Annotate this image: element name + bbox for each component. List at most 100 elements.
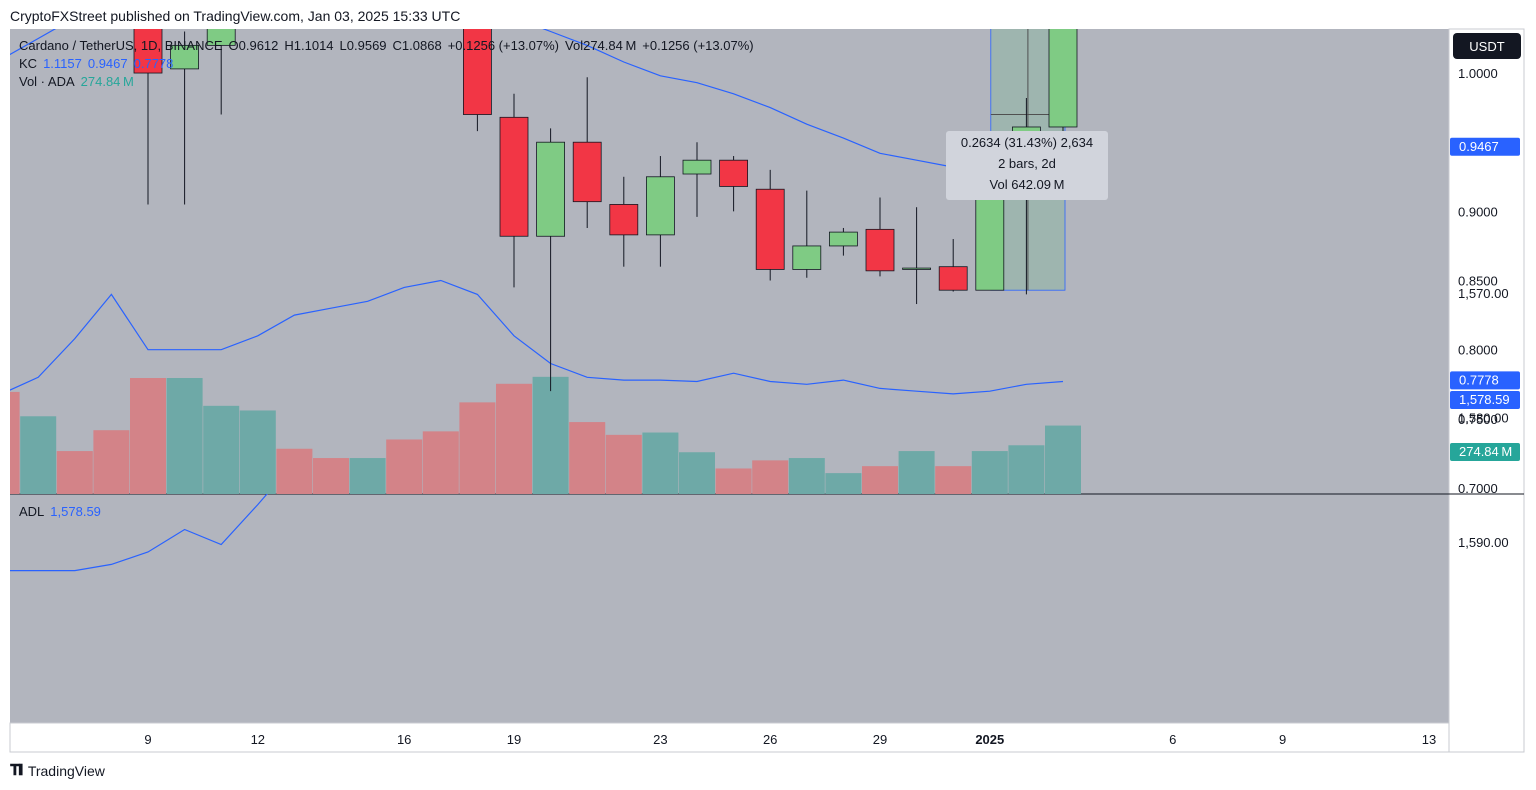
candle-down <box>755 188 785 270</box>
volume-badge-bg <box>1450 443 1520 461</box>
time-axis[interactable] <box>9 722 1450 753</box>
candle-up <box>206 29 236 46</box>
time-tick-label: 29 <box>873 732 887 747</box>
measure-tooltip: 0.2634 (31.43%) 2,634 2 bars, 2d Vol 642… <box>946 131 1108 200</box>
time-tick-label: 6 <box>1169 732 1176 747</box>
candle-up <box>536 141 565 237</box>
volume-bar <box>20 416 57 494</box>
candle-down <box>462 29 492 115</box>
tradingview-footer[interactable]: 𝐓❙ TradingView <box>10 762 105 779</box>
volume-bar <box>276 448 313 494</box>
volume-label: Vol · ADA <box>19 74 75 89</box>
volume-bar <box>496 383 532 494</box>
change-value: +0.1256 (+13.07%) <box>447 38 560 53</box>
volume-legend-value: 274.84 M <box>80 74 134 89</box>
candle-down <box>572 141 602 203</box>
currency-button[interactable]: USDT <box>1453 33 1521 59</box>
measure-bars: 2 bars, 2d <box>998 156 1056 171</box>
volume-bar <box>10 391 20 494</box>
price-tick-label: 0.7000 <box>1458 481 1498 496</box>
volume-bar <box>605 434 642 494</box>
volume-change-value: +0.1256 (+13.07%) <box>642 38 754 53</box>
kc-mid-value: 0.9467 <box>87 56 128 71</box>
candle-up <box>1048 29 1078 128</box>
adl-tick-label: 1,570.00 <box>1458 286 1509 301</box>
volume-bar <box>935 466 972 494</box>
candle-up <box>792 245 822 270</box>
time-tick-label: 9 <box>1279 732 1286 747</box>
volume-bar <box>239 410 276 494</box>
kc-lower-badge: 0.7778 <box>1459 372 1499 387</box>
price-tick-label: 0.8500 <box>1458 274 1498 289</box>
volume-bar <box>386 439 423 494</box>
adl-label: ADL <box>19 504 45 519</box>
candle-up <box>682 159 712 175</box>
volume-value: Vol274.84 M <box>565 38 637 53</box>
kc-label: KC <box>19 56 38 71</box>
price-tick-label: 0.7500 <box>1458 412 1498 427</box>
volume-bar <box>203 405 240 494</box>
price-tick-label: 0.8000 <box>1458 343 1498 358</box>
time-tick-label: 9 <box>144 732 151 747</box>
volume-bar <box>93 430 130 494</box>
candle-up <box>829 231 858 247</box>
volume-bar <box>166 378 203 494</box>
kc-upper-value: 1.1157 <box>43 56 82 71</box>
volume-bar <box>1045 425 1081 494</box>
time-tick-label: 2025 <box>975 732 1004 747</box>
time-tick-label: 19 <box>507 732 521 747</box>
candle-up <box>902 267 931 270</box>
brand-name: TradingView <box>27 762 105 779</box>
volume-bar <box>422 431 459 494</box>
volume-bar <box>313 458 349 494</box>
time-tick-label: 26 <box>763 732 777 747</box>
adl-line <box>10 494 268 572</box>
kc-lower-badge-bg <box>1450 371 1520 390</box>
close-value: C1.0868 <box>392 38 442 53</box>
candle-down <box>719 159 748 187</box>
candle-down <box>499 116 529 237</box>
volume-bar <box>788 458 825 494</box>
volume-bar <box>825 473 862 494</box>
volume-bar <box>715 468 752 494</box>
volume-bar <box>459 402 496 494</box>
volume-bar <box>752 460 789 494</box>
adl-legend-value: 1,578.59 <box>50 504 101 519</box>
volume-badge: 274.84 M <box>1459 444 1512 459</box>
candle-down <box>427 0 455 1</box>
measure-volume: Vol 642.09 M <box>989 177 1065 192</box>
candle-up <box>170 44 200 70</box>
time-tick-label: 23 <box>653 732 667 747</box>
symbol-name[interactable]: Cardano / TetherUS, 1D, BINANCE <box>19 38 223 53</box>
kc-lower-line <box>10 279 1064 395</box>
time-tick-label: 16 <box>397 732 411 747</box>
volume-legend[interactable]: Vol · ADA 274.84 M <box>19 74 140 89</box>
volume-bar <box>642 432 679 494</box>
adl-legend[interactable]: ADL 1,578.59 <box>19 504 107 519</box>
adl-badge-bg <box>1450 390 1520 409</box>
kc-mid-badge-bg <box>1450 137 1520 156</box>
tradingview-logo-icon: 𝐓❙ <box>10 762 23 779</box>
candle-down <box>938 266 968 291</box>
measure-change: 0.2634 (31.43%) 2,634 <box>960 135 1094 150</box>
adl-badge: 1,578.59 <box>1459 392 1510 407</box>
price-plot-group <box>10 0 1081 494</box>
volume-bar <box>1008 445 1045 494</box>
published-header: CryptoFXStreet published on TradingView.… <box>10 8 461 24</box>
volume-bar <box>532 376 569 494</box>
low-value: L0.9569 <box>339 38 387 53</box>
volume-bar <box>56 451 93 494</box>
adl-pane[interactable] <box>10 494 1449 723</box>
adl-tick-label: 1,580.00 <box>1458 411 1509 426</box>
adl-tick-label: 1,590.00 <box>1458 535 1509 550</box>
symbol-legend: Cardano / TetherUS, 1D, BINANCE O0.9612 H1… <box>19 38 760 53</box>
candle-down <box>865 228 895 272</box>
volume-bar <box>569 422 606 494</box>
volume-bar <box>349 458 386 494</box>
price-tick-label: 0.9000 <box>1458 204 1498 219</box>
volume-bar <box>862 466 898 494</box>
price-tick-label: 1.0000 <box>1458 66 1498 81</box>
kc-legend[interactable]: KC 1.1157 0.9467 0.7778 <box>19 56 179 71</box>
time-tick-label: 13 <box>1422 732 1436 747</box>
